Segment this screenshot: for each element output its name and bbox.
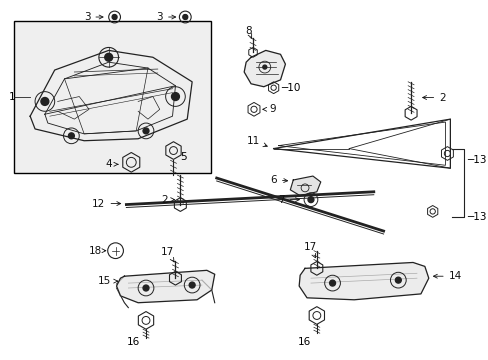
Circle shape [189, 282, 195, 288]
Circle shape [68, 133, 74, 139]
Polygon shape [244, 50, 285, 87]
Circle shape [171, 93, 179, 100]
Text: 16: 16 [126, 337, 140, 347]
Text: 12: 12 [92, 199, 121, 208]
Text: 3: 3 [83, 12, 103, 22]
Text: 3: 3 [156, 12, 175, 22]
Text: 6: 6 [270, 175, 287, 185]
Circle shape [41, 98, 49, 105]
Circle shape [183, 14, 187, 19]
Text: 17: 17 [161, 247, 174, 262]
Text: 1: 1 [8, 91, 15, 102]
Text: 16: 16 [297, 337, 310, 347]
Circle shape [395, 277, 401, 283]
Text: 5: 5 [180, 152, 186, 162]
Text: 17: 17 [303, 242, 316, 258]
Text: ─13: ─13 [466, 156, 486, 165]
Text: 15: 15 [98, 276, 118, 286]
Polygon shape [299, 262, 428, 300]
Circle shape [104, 53, 112, 61]
Circle shape [143, 285, 149, 291]
Polygon shape [290, 176, 320, 196]
Text: 11: 11 [246, 136, 267, 147]
Text: 2: 2 [161, 195, 174, 204]
Polygon shape [165, 142, 181, 159]
Text: 14: 14 [432, 271, 461, 281]
Text: 8: 8 [244, 26, 251, 39]
Text: 18: 18 [88, 246, 105, 256]
Text: 7: 7 [278, 195, 299, 204]
Circle shape [143, 128, 149, 134]
Circle shape [263, 65, 266, 69]
Polygon shape [116, 270, 214, 303]
Text: ─10: ─10 [281, 83, 300, 93]
Text: 4: 4 [105, 159, 118, 169]
Circle shape [307, 197, 313, 203]
Text: 2: 2 [422, 93, 445, 103]
Bar [15, 21, 210, 173]
Circle shape [329, 280, 335, 286]
Text: 9: 9 [262, 104, 275, 114]
Text: ─13: ─13 [466, 212, 486, 222]
Circle shape [112, 14, 117, 19]
